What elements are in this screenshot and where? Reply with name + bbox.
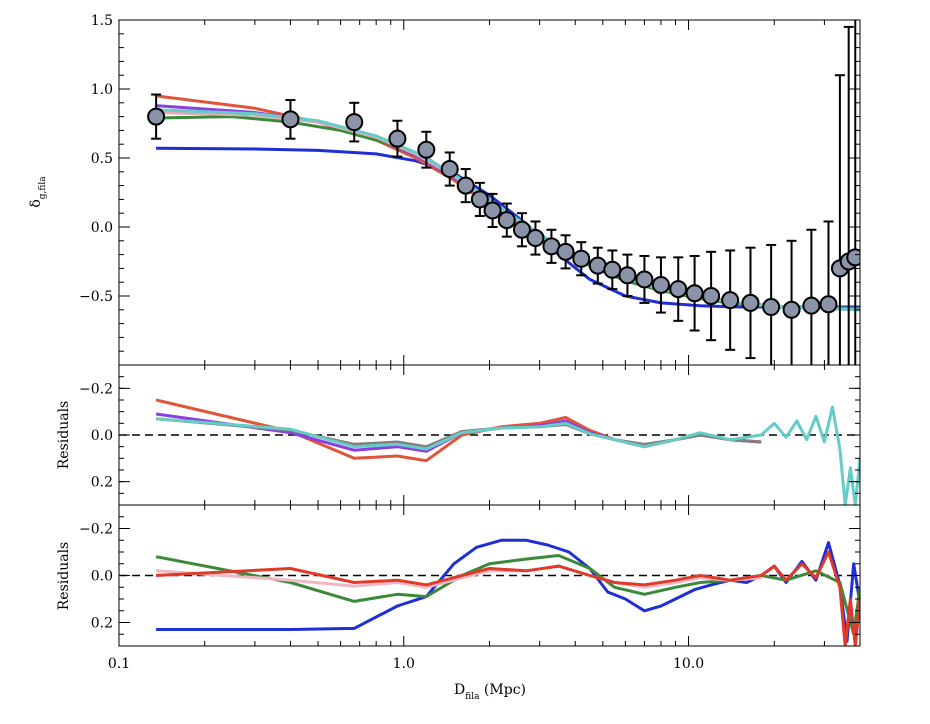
data-point <box>685 284 704 303</box>
data-point <box>702 287 721 305</box>
y-tick-label: 0.2 <box>91 616 113 632</box>
top-panel: −0.5 0.0 0.5 1.0 1.5 δg,fila <box>28 13 861 366</box>
data-point <box>526 229 545 248</box>
x-axis-label-main: D <box>454 682 465 698</box>
bottom-panel-frame <box>118 504 861 647</box>
data-point <box>281 110 300 129</box>
x-axis-label-tail: (Mpc) <box>479 682 526 698</box>
data-point <box>440 160 459 179</box>
top-panel-frame <box>118 19 861 366</box>
series-line-3 <box>155 405 860 505</box>
data-point <box>470 190 489 209</box>
y-tick-label: 0.0 <box>91 569 113 585</box>
data-point <box>846 248 860 267</box>
top-ylabel-main: δ <box>28 199 44 207</box>
bottom-ylabel: Residuals <box>56 542 72 610</box>
data-point <box>147 107 166 126</box>
series-line-2 <box>155 104 860 312</box>
data-point <box>651 275 670 294</box>
data-point <box>802 296 821 315</box>
y-tick-label: −0.2 <box>79 522 113 538</box>
series-line-0 <box>156 538 860 643</box>
data-point <box>762 298 781 317</box>
y-tick-label: 0.5 <box>91 151 113 167</box>
y-tick-label: 0.0 <box>91 428 113 444</box>
y-tick-label: 1.5 <box>91 13 113 29</box>
y-tick-label: 1.0 <box>91 82 113 98</box>
y-tick-label: 0.2 <box>91 475 113 491</box>
series-line-1 <box>155 554 860 636</box>
bottom-series-group <box>155 538 860 646</box>
y-tick-label: 0.0 <box>91 220 113 236</box>
data-point <box>417 140 436 159</box>
data-point <box>556 242 575 261</box>
x-tick-label: 0.1 <box>108 656 130 672</box>
data-point <box>721 291 740 310</box>
y-tick-label: −0.2 <box>79 381 113 397</box>
middle-ticks-group: −0.2 0.0 0.2 <box>79 365 861 505</box>
data-point <box>572 249 591 268</box>
data-point <box>635 270 654 289</box>
top-points-group <box>147 20 860 365</box>
data-point <box>618 266 637 285</box>
data-point <box>819 295 838 314</box>
data-point <box>588 256 607 275</box>
x-axis-label: Dfila (Mpc) <box>454 682 526 702</box>
series-line-3 <box>156 550 860 646</box>
middle-panel: −0.2 0.0 0.2 Residuals <box>56 364 861 506</box>
data-point <box>483 201 502 220</box>
y-tick-label: −0.5 <box>79 289 113 305</box>
middle-series-group <box>155 398 860 505</box>
middle-ylabel: Residuals <box>56 401 72 469</box>
x-axis-label-sub: fila <box>465 692 480 702</box>
data-point <box>782 300 801 319</box>
top-ylabel: δg,fila <box>28 176 48 208</box>
top-ylabel-sub: g,fila <box>38 176 48 200</box>
data-point <box>497 211 516 230</box>
data-point <box>456 176 475 195</box>
data-point <box>669 280 688 299</box>
data-point <box>345 113 364 132</box>
data-point <box>603 260 622 279</box>
top-ticks-group: −0.5 0.0 0.5 1.0 1.5 <box>79 13 861 365</box>
data-point <box>741 293 760 312</box>
bottom-panel: 0.1 1.0 10.0 −0.2 0.0 0.2 Residuals Dfila (Mp… <box>56 504 861 702</box>
bottom-ticks-group: 0.1 1.0 10.0 −0.2 0.0 0.2 <box>79 505 861 672</box>
data-point <box>388 129 407 148</box>
data-point <box>512 220 531 239</box>
series-line-0 <box>155 398 762 463</box>
x-tick-label: 10.0 <box>673 656 704 672</box>
x-tick-label: 1.0 <box>393 656 415 672</box>
